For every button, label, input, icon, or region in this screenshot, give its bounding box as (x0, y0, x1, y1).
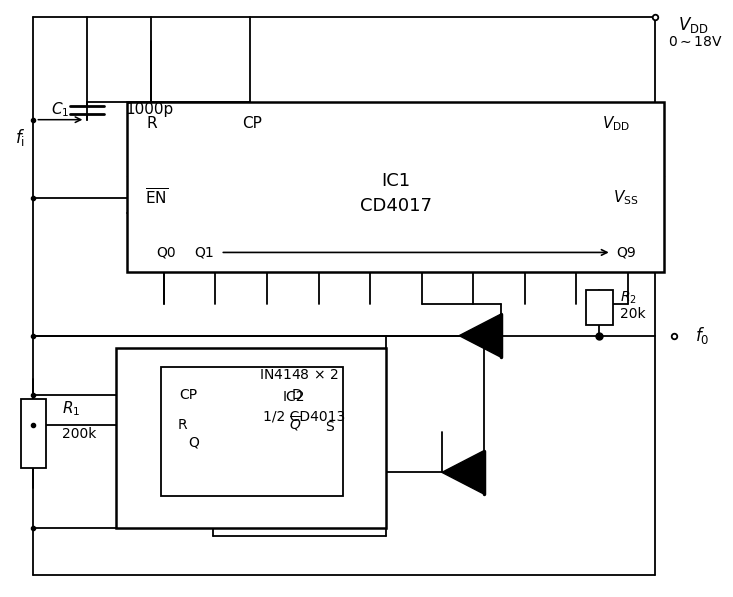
Polygon shape (459, 314, 501, 358)
Text: 20k: 20k (620, 307, 646, 321)
Text: $f_0$: $f_0$ (695, 325, 710, 346)
Text: 1000p: 1000p (125, 102, 174, 117)
Text: $\overline{Q}$: $\overline{Q}$ (289, 415, 302, 435)
Text: $V_{\rm DD}$: $V_{\rm DD}$ (603, 114, 630, 133)
Bar (161, 367, 343, 496)
Text: IC2: IC2 (283, 390, 306, 404)
Text: $V_{\rm DD}$: $V_{\rm DD}$ (678, 14, 708, 35)
Text: CP: CP (242, 116, 262, 131)
Bar (116, 347, 386, 528)
Text: $f_{\rm i}$: $f_{\rm i}$ (15, 127, 25, 148)
Text: 200k: 200k (62, 427, 97, 441)
Bar (21, 399, 46, 469)
Text: S: S (325, 420, 334, 434)
Text: $R_1$: $R_1$ (62, 399, 81, 418)
Polygon shape (442, 451, 484, 494)
Text: $V_{\rm SS}$: $V_{\rm SS}$ (614, 189, 638, 207)
Text: Q0: Q0 (156, 245, 176, 260)
Bar (586, 290, 613, 325)
Text: $0 \sim 18{\rm V}$: $0 \sim 18{\rm V}$ (668, 35, 723, 50)
Text: D: D (292, 388, 303, 402)
Bar (128, 102, 664, 272)
Text: IN4148 $\times$ 2: IN4148 $\times$ 2 (259, 368, 339, 382)
Text: $\overline{\rm EN}$: $\overline{\rm EN}$ (144, 188, 168, 208)
Text: $C_1$: $C_1$ (51, 100, 70, 119)
Text: IC1: IC1 (381, 172, 410, 190)
Text: Q: Q (188, 436, 199, 450)
Text: 1/2 CD4013: 1/2 CD4013 (262, 410, 345, 424)
Text: Q1: Q1 (194, 245, 214, 260)
Text: CP: CP (179, 388, 197, 402)
Text: CD4017: CD4017 (360, 197, 432, 215)
Text: Q9: Q9 (616, 245, 636, 260)
Text: R: R (146, 116, 157, 131)
Text: $R_2$: $R_2$ (620, 290, 637, 306)
Text: R: R (177, 418, 187, 432)
